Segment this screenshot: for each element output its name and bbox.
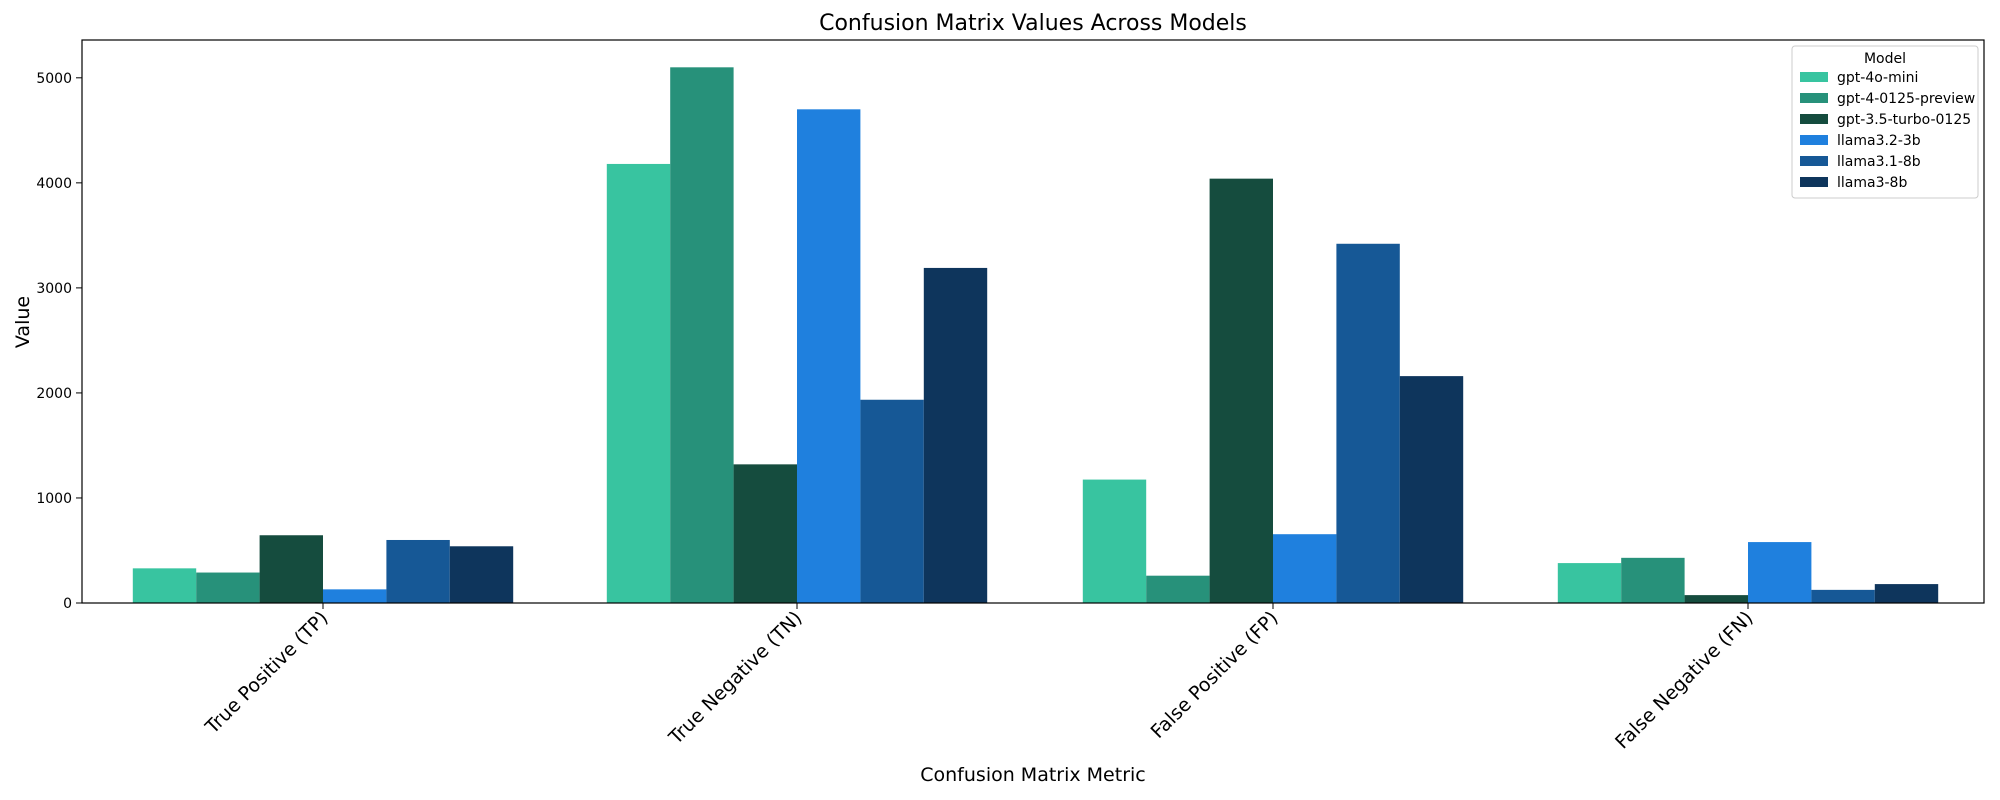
x-tick-label: True Negative (TN): [664, 607, 806, 749]
bar-llama3.2-3b-1: [797, 109, 861, 603]
bar-gpt-4-0125-preview-0: [196, 572, 260, 603]
bar-llama3.2-3b-3: [1748, 542, 1812, 603]
y-axis-label: Value: [12, 296, 34, 348]
x-tick-label: True Positive (TP): [201, 607, 333, 739]
legend-swatch: [1800, 93, 1828, 103]
legend-label: gpt-4-0125-preview: [1837, 91, 1975, 107]
y-tick-label: 5000: [36, 71, 72, 87]
bars-group: [132, 67, 1939, 603]
bar-gpt-3.5-turbo-0125-2: [1209, 178, 1273, 603]
y-ticks: 0 1000 2000 3000 4000 5000: [36, 71, 82, 612]
bar-llama3.1-8b-1: [860, 399, 924, 603]
y-tick-label: 3000: [36, 281, 72, 297]
x-tick-label: False Negative (FN): [1611, 607, 1757, 753]
y-tick-label: 4000: [36, 176, 72, 192]
y-tick-label: 0: [63, 596, 72, 612]
bar-llama3.1-8b-3: [1811, 589, 1875, 603]
bar-gpt-4-0125-preview-2: [1146, 575, 1210, 603]
y-tick-label: 2000: [36, 386, 72, 402]
legend-label: llama3.1-8b: [1837, 154, 1921, 170]
legend-swatch: [1800, 72, 1828, 82]
bar-gpt-4-0125-preview-1: [670, 67, 734, 603]
legend-label: gpt-3.5-turbo-0125: [1837, 112, 1971, 128]
legend-swatch: [1800, 177, 1828, 187]
bar-llama3.1-8b-0: [386, 539, 450, 603]
legend-label: gpt-4o-mini: [1837, 70, 1918, 86]
x-axis-label: Confusion Matrix Metric: [920, 764, 1145, 786]
plot-frame: [81, 39, 1985, 604]
bar-gpt-3.5-turbo-0125-3: [1684, 595, 1748, 603]
bar-gpt-4o-mini-1: [606, 163, 671, 603]
legend-label: llama3-8b: [1837, 175, 1907, 191]
x-ticks: True Positive (TP) True Negative (TN) Fals…: [201, 603, 1758, 753]
bar-gpt-3.5-turbo-0125-1: [733, 464, 797, 603]
bar-gpt-4-0125-preview-3: [1621, 557, 1685, 603]
bar-llama3-8b-2: [1399, 376, 1464, 603]
bar-llama3-8b-3: [1874, 584, 1939, 603]
y-tick-label: 1000: [36, 491, 72, 507]
legend-label: llama3.2-3b: [1837, 133, 1921, 149]
bar-gpt-4o-mini-3: [1557, 563, 1622, 603]
x-tick-label: False Positive (FP): [1147, 607, 1283, 743]
legend-title: Model: [1864, 51, 1906, 67]
legend: Model gpt-4o-mini gpt-4-0125-preview gpt-3…: [1791, 45, 1979, 199]
legend-swatch: [1800, 156, 1828, 166]
bar-gpt-4o-mini-2: [1082, 479, 1147, 603]
legend-swatch: [1800, 114, 1828, 124]
bar-gpt-4o-mini-0: [132, 568, 197, 603]
legend-box: [1791, 45, 1979, 199]
bar-llama3-8b-0: [449, 546, 514, 603]
bar-llama3-8b-1: [923, 267, 988, 603]
bar-gpt-3.5-turbo-0125-0: [259, 535, 323, 603]
legend-swatch: [1800, 135, 1828, 145]
chart-title: Confusion Matrix Values Across Models: [819, 11, 1247, 36]
bar-llama3.1-8b-2: [1336, 243, 1400, 603]
bar-llama3.2-3b-0: [323, 589, 387, 603]
bar-llama3.2-3b-2: [1273, 534, 1337, 603]
